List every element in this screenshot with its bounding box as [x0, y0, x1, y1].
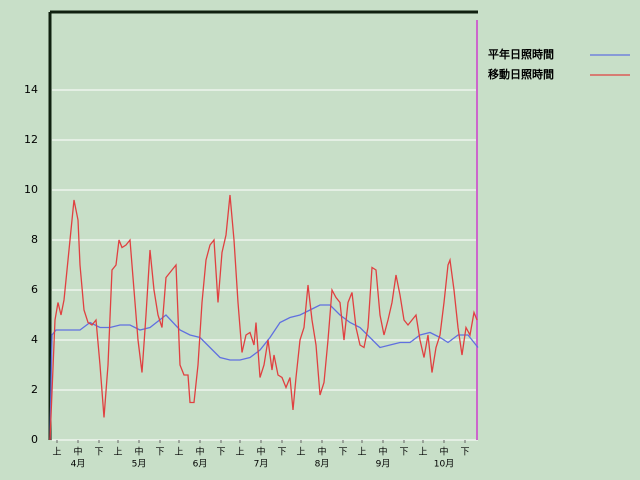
x-tick-label: 上: [357, 447, 366, 458]
x-tick-label: 中: [134, 446, 143, 458]
legend-label: 移動日照時間: [488, 67, 554, 81]
x-tick-label: 下: [399, 448, 408, 458]
x-tick-label: 中: [317, 446, 326, 458]
x-tick-label: 上: [418, 447, 427, 458]
legend-label: 平年日照時間: [488, 47, 554, 61]
x-tick-label: 上: [296, 447, 305, 458]
y-tick-label: 4: [31, 333, 38, 346]
y-tick-label: 14: [24, 83, 38, 96]
x-tick-label: 中: [378, 446, 387, 458]
x-tick-label: 下: [338, 448, 347, 458]
y-tick-label: 12: [24, 133, 38, 146]
x-tick-label: 中: [439, 446, 448, 458]
month-label: 9月: [376, 459, 391, 470]
month-label: 8月: [315, 459, 330, 470]
x-tick-label: 下: [460, 448, 469, 458]
x-tick-label: 下: [94, 448, 103, 458]
x-tick-label: 下: [216, 448, 225, 458]
month-label: 5月: [132, 459, 147, 470]
y-tick-label: 8: [31, 233, 38, 246]
x-tick-label: 下: [277, 448, 286, 458]
month-label: 6月: [193, 459, 208, 470]
data-line: [49, 194, 478, 441]
y-tick-label: 0: [31, 433, 38, 446]
month-label: 7月: [254, 459, 269, 470]
x-tick-label: 中: [195, 446, 204, 458]
x-tick-label: 下: [155, 448, 164, 458]
month-label: 10月: [434, 459, 454, 470]
x-tick-label: 中: [73, 446, 82, 458]
x-tick-label: 上: [174, 447, 183, 458]
x-tick-label: 中: [256, 446, 265, 458]
y-tick-label: 6: [31, 283, 38, 296]
y-tick-label: 2: [31, 383, 38, 396]
x-tick-label: 上: [52, 447, 61, 458]
data-line: [49, 304, 479, 441]
y-tick-label: 10: [24, 183, 38, 196]
x-tick-label: 上: [113, 447, 122, 458]
x-tick-label: 上: [235, 447, 244, 458]
month-label: 4月: [71, 459, 86, 470]
